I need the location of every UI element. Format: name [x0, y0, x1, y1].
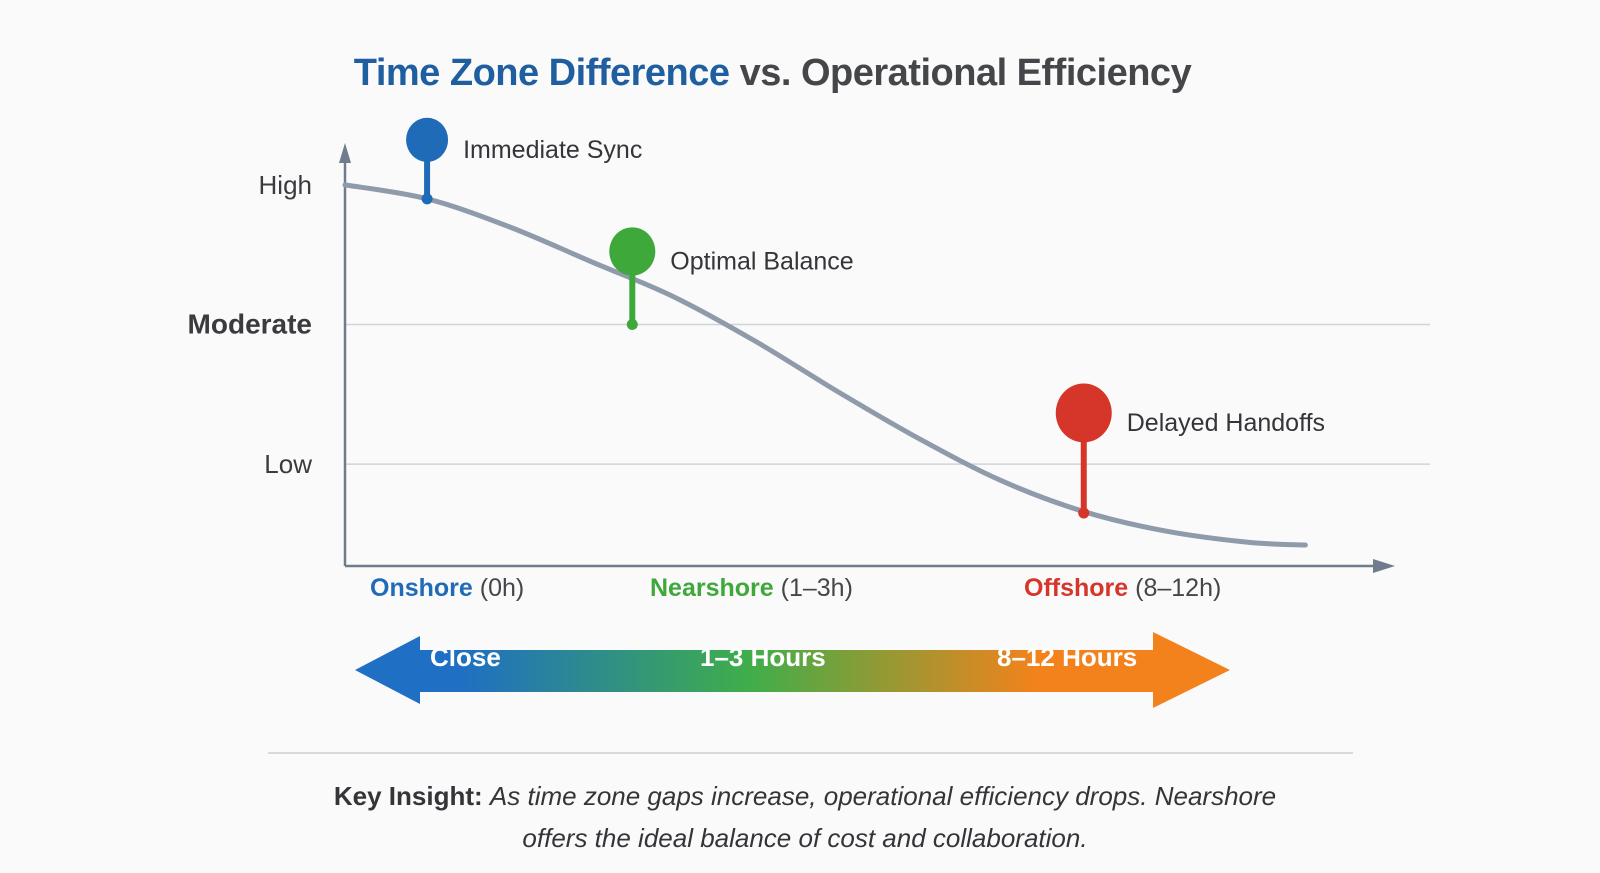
pin-point — [626, 318, 638, 330]
efficiency-curve — [342, 182, 1308, 548]
category-offshore: Offshore (8–12h) — [1024, 574, 1221, 603]
y-tick-label-high: High — [259, 170, 312, 200]
annotation-pins: Immediate Sync Optimal Balance Delayed Han… — [406, 117, 1325, 519]
category-range: (0h) — [479, 574, 525, 602]
chart-title: Time Zone Difference vs. Operational Eff… — [0, 52, 1545, 95]
category-name: Offshore — [1024, 574, 1136, 602]
annotation-label: Delayed Handoffs — [1127, 409, 1325, 437]
key-insight-text: As time zone gaps increase, operational … — [489, 781, 1277, 853]
chart-title-part1: Time Zone Difference — [353, 52, 730, 94]
pin-point — [421, 193, 433, 205]
key-insight: Key Insight: As time zone gaps increase,… — [300, 775, 1310, 859]
category-name: Onshore — [370, 574, 480, 602]
scale-label-close: Close — [430, 642, 501, 672]
pin-head — [406, 117, 449, 162]
category-nearshore: Nearshore (1–3h) — [650, 574, 853, 603]
category-range: (1–3h) — [780, 574, 853, 602]
gradient-double-arrow — [355, 632, 1230, 708]
category-onshore: Onshore (0h) — [370, 574, 524, 603]
gridlines — [345, 323, 1430, 465]
chart-title-part2: vs. Operational Efficiency — [739, 52, 1192, 94]
pin-delayed-handoffs: Delayed Handoffs — [1055, 383, 1325, 519]
key-insight-label: Key Insight: — [333, 781, 483, 811]
pin-head — [609, 227, 656, 276]
axes — [339, 143, 1395, 573]
y-axis-arrowhead — [339, 143, 351, 163]
annotation-label: Immediate Sync — [463, 136, 642, 164]
time-scale-arrow — [355, 632, 1230, 708]
category-range: (8–12h) — [1135, 574, 1222, 602]
y-tick-label-moderate: Moderate — [188, 308, 312, 339]
pin-point — [1078, 507, 1090, 519]
scale-label-nearshore: 1–3 Hours — [700, 642, 826, 672]
pin-immediate-sync: Immediate Sync — [406, 117, 642, 205]
annotation-label: Optimal Balance — [670, 247, 853, 275]
y-tick-labels: High Moderate Low — [188, 170, 313, 479]
scale-label-offshore: 8–12 Hours — [997, 642, 1138, 672]
pin-head — [1055, 383, 1112, 443]
pin-optimal-balance: Optimal Balance — [609, 227, 854, 330]
category-name: Nearshore — [650, 574, 781, 602]
y-tick-label-low: Low — [264, 449, 312, 479]
divider — [268, 752, 1353, 754]
x-axis-arrowhead — [1373, 559, 1395, 573]
